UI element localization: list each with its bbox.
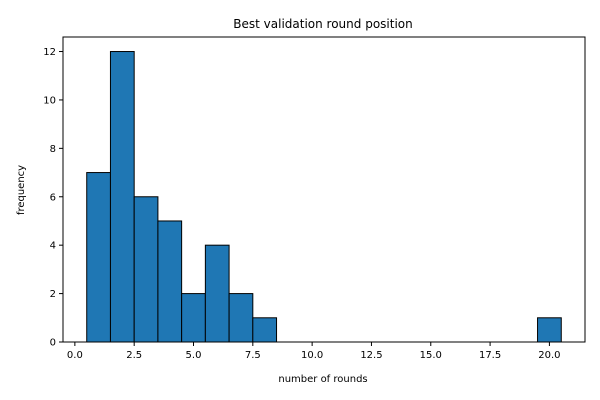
x-tick-label: 20.0 [538, 350, 560, 361]
x-tick-label: 15.0 [420, 350, 442, 361]
x-tick-label: 2.5 [126, 350, 142, 361]
chart-title: Best validation round position [233, 17, 412, 31]
y-tick-label: 0 [50, 338, 56, 349]
x-tick-label: 0.0 [67, 350, 83, 361]
y-tick-label: 12 [43, 47, 56, 58]
histogram-bar [133, 196, 159, 343]
x-tick-label: 17.5 [479, 350, 501, 361]
histogram-bar [252, 317, 278, 343]
y-tick-label: 8 [50, 144, 56, 155]
x-axis-ticks: 0.0 2.5 5.0 7.5 10.0 12.5 15.0 17.5 20.0 [67, 342, 561, 361]
y-axis-label: frequency [16, 165, 27, 215]
x-tick-label: 7.5 [245, 350, 261, 361]
plot-frame [62, 36, 586, 343]
histogram-bar [537, 317, 562, 343]
histogram-bar [204, 244, 230, 343]
x-tick-label: 10.0 [301, 350, 323, 361]
y-axis-ticks: 0 2 4 6 8 10 12 [43, 47, 63, 349]
histogram-bar [157, 220, 183, 343]
histogram-bar [228, 293, 254, 343]
y-tick-label: 6 [50, 192, 56, 203]
y-tick-label: 2 [50, 289, 56, 300]
y-tick-label: 4 [50, 241, 56, 252]
histogram-bar [86, 172, 111, 343]
y-tick-label: 10 [43, 95, 56, 106]
x-tick-label: 5.0 [186, 350, 202, 361]
x-tick-label: 12.5 [360, 350, 382, 361]
x-axis-label: number of rounds [278, 374, 367, 385]
bars-group [86, 51, 562, 343]
histogram-bar [109, 51, 135, 343]
histogram-bar [181, 293, 206, 343]
